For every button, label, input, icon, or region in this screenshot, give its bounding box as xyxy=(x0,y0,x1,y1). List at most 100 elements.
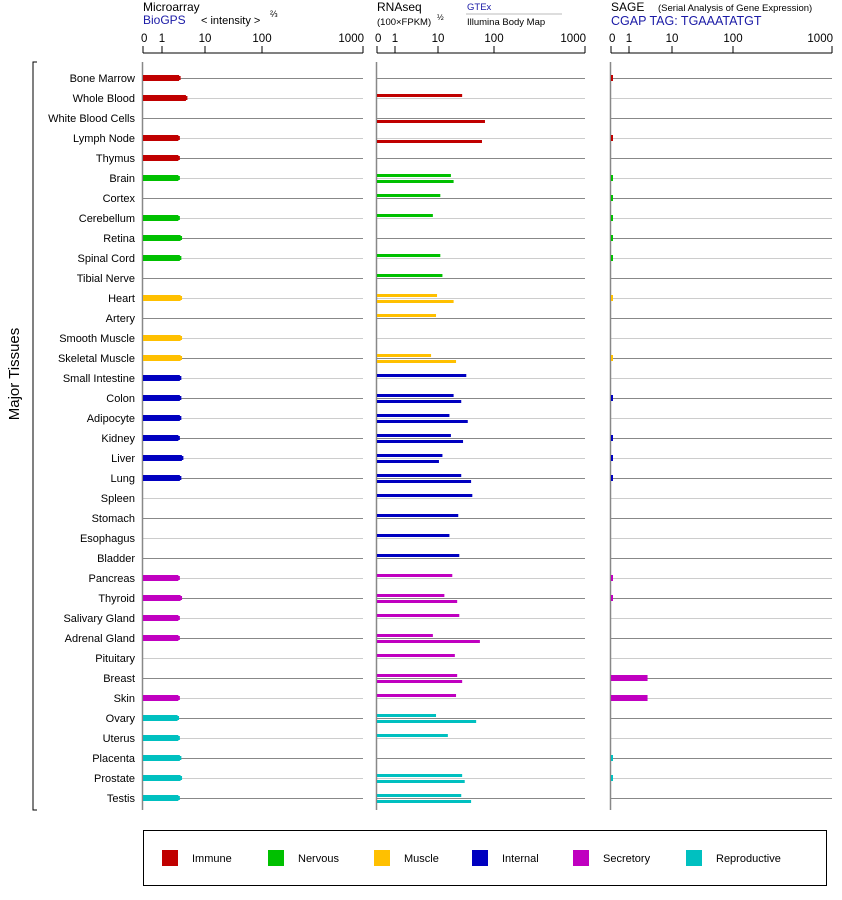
microarray-bar-cap xyxy=(180,456,184,460)
microarray-bar xyxy=(143,435,179,441)
rnaseq-gtex-bar xyxy=(377,354,432,357)
microarray-bar xyxy=(143,215,179,221)
legend-swatch-secretory xyxy=(573,850,589,866)
rnaseq-gtex-bar xyxy=(377,314,437,317)
microarray-tick-label: 10 xyxy=(199,33,212,45)
rnaseq-illumina-bar xyxy=(377,420,468,423)
microarray-bar xyxy=(143,475,180,481)
microarray-bar-cap xyxy=(178,256,182,260)
microarray-unit-exponent: ⅔ xyxy=(270,9,278,19)
tissue-label: Heart xyxy=(108,293,135,305)
legend-swatch-reproductive xyxy=(686,850,702,866)
rnaseq-gtex-bar xyxy=(377,474,462,477)
sage-bar xyxy=(611,215,613,221)
sage-bar xyxy=(611,255,613,261)
microarray-bar-cap xyxy=(179,596,183,600)
rnaseq-gtex-bar xyxy=(377,514,459,517)
microarray-bar xyxy=(143,375,180,381)
sage-bar xyxy=(611,675,648,681)
rnaseq-gtex-bar xyxy=(377,594,445,597)
microarray-tick-label: 100 xyxy=(252,33,271,45)
rnaseq-illumina-bar xyxy=(377,400,462,403)
sage-subtitle: (Serial Analysis of Gene Expression) xyxy=(658,3,812,14)
rnaseq-gtex-bar xyxy=(377,734,448,737)
rnaseq-illumina-bar xyxy=(377,360,457,363)
microarray-bar-cap xyxy=(177,576,180,580)
microarray-bar xyxy=(143,75,180,81)
rnaseq-illumina-bar xyxy=(377,800,472,803)
rnaseq-illumina-bar xyxy=(377,720,477,723)
tissue-label: Tibial Nerve xyxy=(77,273,135,285)
microarray-bar xyxy=(143,135,179,141)
tissue-label: Pituitary xyxy=(95,653,135,665)
microarray-title: Microarray xyxy=(143,0,200,14)
tissue-label: Pancreas xyxy=(89,573,136,585)
tissue-label: Skin xyxy=(114,693,135,705)
microarray-bar-cap xyxy=(179,356,183,360)
tissue-label: Prostate xyxy=(94,773,135,785)
microarray-bar xyxy=(143,635,179,641)
microarray-tick-label: 1 xyxy=(159,33,165,45)
sage-bar xyxy=(611,475,613,481)
tissue-label: Skeletal Muscle xyxy=(58,353,135,365)
microarray-bar-cap xyxy=(177,156,180,160)
microarray-bar-cap xyxy=(179,336,183,340)
microarray-bar xyxy=(143,295,181,301)
sage-bar xyxy=(611,695,648,701)
microarray-bar xyxy=(143,255,180,261)
rnaseq-source-illumina: Illumina Body Map xyxy=(467,17,545,28)
microarray-bar-cap xyxy=(177,176,180,180)
microarray-bar xyxy=(143,455,182,461)
sage-bar xyxy=(611,435,613,441)
microarray-bar xyxy=(143,335,181,341)
sage-bar xyxy=(611,775,613,781)
sage-tick-label: 100 xyxy=(723,33,742,45)
tissue-label: Adrenal Gland xyxy=(65,633,135,645)
tissue-label: Kidney xyxy=(101,433,135,445)
microarray-bar-cap xyxy=(178,416,182,420)
rnaseq-gtex-bar xyxy=(377,674,458,677)
sage-tick-label: 1 xyxy=(626,33,632,45)
legend-swatch-internal xyxy=(472,850,488,866)
sage-bar xyxy=(611,595,613,601)
rnaseq-illumina-bar xyxy=(377,640,480,643)
microarray-bar xyxy=(143,775,181,781)
tissue-label: Small Intestine xyxy=(63,373,135,385)
sage-bar xyxy=(611,575,613,581)
rnaseq-gtex-bar xyxy=(377,554,460,557)
microarray-bar xyxy=(143,575,179,581)
microarray-bar xyxy=(143,795,179,801)
rnaseq-illumina-bar xyxy=(377,480,472,483)
tissue-label: Smooth Muscle xyxy=(59,333,135,345)
rnaseq-tick-label: 0 xyxy=(375,33,381,45)
legend-label-muscle: Muscle xyxy=(404,853,439,865)
rnaseq-illumina-bar xyxy=(377,600,458,603)
sage-bar xyxy=(611,455,613,461)
microarray-bar xyxy=(143,175,179,181)
rnaseq-gtex-bar xyxy=(377,434,451,437)
rnaseq-gtex-bar xyxy=(377,714,437,717)
rnaseq-tick-label: 1000 xyxy=(560,33,586,45)
sage-bar xyxy=(611,175,613,181)
rnaseq-gtex-bar xyxy=(377,414,450,417)
sage-bar xyxy=(611,135,613,141)
sage-bar xyxy=(611,295,613,301)
tissue-label: Ovary xyxy=(106,713,136,725)
microarray-bar-cap xyxy=(177,436,180,440)
tissue-label: Brain xyxy=(109,173,135,185)
microarray-bar-cap xyxy=(177,216,180,220)
rnaseq-gtex-bar xyxy=(377,94,463,97)
tissue-label: Artery xyxy=(106,313,136,325)
rnaseq-tick-label: 10 xyxy=(432,33,445,45)
legend-label-internal: Internal xyxy=(502,853,539,865)
tissue-label: Lung xyxy=(111,473,135,485)
rnaseq-illumina-bar xyxy=(377,120,485,123)
tissue-label: Uterus xyxy=(103,733,136,745)
rnaseq-gtex-bar xyxy=(377,274,443,277)
rnaseq-gtex-bar xyxy=(377,534,450,537)
tissue-label: Esophagus xyxy=(80,533,136,545)
microarray-bar xyxy=(143,615,179,621)
rnaseq-gtex-bar xyxy=(377,254,441,257)
rnaseq-gtex-bar xyxy=(377,394,454,397)
